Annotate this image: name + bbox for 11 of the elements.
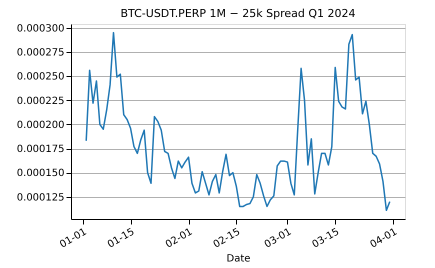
line-series xyxy=(85,32,391,212)
y-tick-label: 0.000175 xyxy=(16,144,64,156)
y-tick-label: 0.000125 xyxy=(16,192,64,204)
y-tick-label: 0.000200 xyxy=(16,120,64,131)
x-axis-title: Date xyxy=(226,254,250,265)
y-tick-label: 0.000300 xyxy=(16,23,64,34)
y-tick-label: 0.000225 xyxy=(16,96,64,107)
y-tick-label: 0.000150 xyxy=(16,168,64,180)
y-tick-label: 0.000250 xyxy=(16,72,64,83)
y-tick-label: 0.000275 xyxy=(16,47,64,58)
chart-title: BTC-USDT.PERP 1M − 25k Spread Q1 2024 xyxy=(120,6,356,20)
